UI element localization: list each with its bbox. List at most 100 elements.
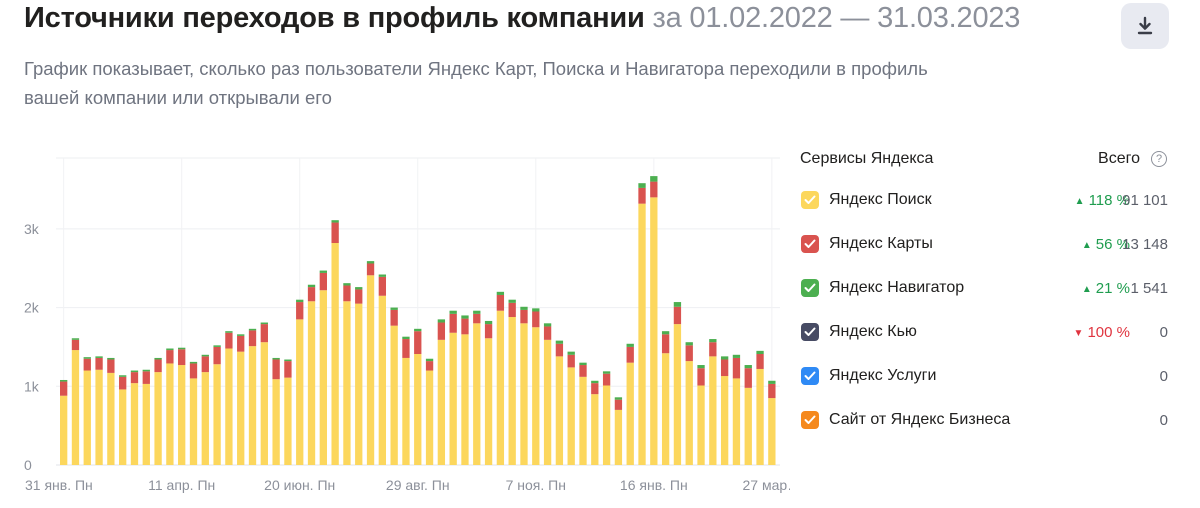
legend-item[interactable]: Яндекс Навигатор ▲ 21 % 1 541 (800, 279, 1175, 323)
bar-segment (260, 324, 268, 343)
bar-segment (142, 383, 150, 465)
bar-segment (638, 203, 646, 465)
bar-segment (720, 376, 729, 465)
help-icon[interactable]: ? (1151, 151, 1167, 167)
bar-segment (366, 275, 375, 465)
legend-item-total: 91 101 (1122, 192, 1168, 209)
legend-checkbox[interactable] (801, 235, 819, 253)
bar-segment (720, 356, 729, 360)
bar-segment (71, 338, 80, 340)
bar-segment (272, 379, 280, 465)
x-tick-label: 7 ноя. Пн (506, 477, 566, 493)
bar-segment (414, 354, 422, 465)
bar-segment (201, 356, 209, 373)
bar-segment (107, 357, 115, 360)
bar-segment (331, 220, 339, 223)
bar-segment (650, 197, 658, 465)
legend-item-total: 1 541 (1130, 280, 1168, 297)
bar-segment (225, 331, 233, 333)
bar-segment (260, 342, 268, 465)
bar-segment (661, 334, 670, 354)
legend-item[interactable]: Сайт от Яндекс Бизнеса 0 (800, 411, 1175, 455)
bar-segment (768, 398, 776, 465)
legend-item-label: Яндекс Кью (829, 323, 917, 340)
legend-item-change-value: 100 % (1087, 324, 1130, 341)
legend-checkbox[interactable] (801, 191, 819, 209)
stacked-bar-chart: 0 1k 2k 3k 31 янв. Пн 11 апр. Пн 20 июн. Пн 29 … (24, 157, 790, 493)
bar-segment (284, 359, 292, 362)
bar-segment (425, 361, 434, 371)
legend-checkbox[interactable] (801, 411, 819, 429)
bar-segment (331, 243, 339, 465)
bar-segment (130, 383, 139, 465)
bar-segment (71, 350, 80, 465)
bar-segment (71, 339, 80, 351)
bar-segment (189, 363, 198, 379)
bar-segment (307, 287, 316, 302)
bar-segment (602, 373, 611, 386)
bar-segment (343, 285, 351, 302)
bar-segment (496, 310, 505, 465)
legend-item[interactable]: Яндекс Кью ▼ 100 % 0 (800, 323, 1175, 367)
bar-segment (402, 336, 410, 340)
bar-segment (614, 397, 623, 400)
bar-segment (685, 342, 693, 346)
bar-segment (744, 365, 752, 369)
bar-segment (673, 306, 682, 325)
bar-segment (284, 361, 292, 378)
bar-segment (484, 324, 493, 339)
bar-segment (260, 322, 268, 325)
bar-segment (520, 306, 528, 310)
bar-segment (390, 309, 398, 326)
legend-item[interactable]: Яндекс Поиск ▲ 118 % 91 101 (800, 191, 1175, 235)
bar-segment (673, 324, 682, 465)
bar-segment (402, 339, 410, 358)
bar-segment (591, 380, 599, 384)
bar-segment (756, 350, 764, 355)
legend-checkbox[interactable] (801, 323, 819, 341)
bar-segment (119, 375, 127, 377)
legend-checkbox[interactable] (801, 367, 819, 385)
legend-item[interactable]: Яндекс Карты ▲ 56 % 13 148 (800, 235, 1175, 279)
bar-segment (83, 358, 91, 371)
legend-rows: Яндекс Поиск ▲ 118 % 91 101 Яндекс Карты ▲ 56 … (800, 191, 1175, 455)
bar-segment (355, 303, 363, 465)
bar-segment (284, 377, 292, 465)
x-tick-label: 20 июн. Пн (264, 477, 335, 493)
bar-segment (484, 320, 493, 325)
legend-checkbox[interactable] (801, 279, 819, 297)
bar-segment (331, 222, 339, 244)
arrow-up-icon: ▲ (1081, 284, 1092, 295)
bar-segment (638, 187, 646, 204)
bar-segment (319, 270, 327, 273)
bar-segment (626, 346, 634, 363)
check-icon (804, 239, 816, 248)
legend-item[interactable]: Яндекс Услуги 0 (800, 367, 1175, 411)
bar-segment (473, 313, 481, 324)
x-tick-label: 16 янв. Пн (620, 477, 688, 493)
download-button[interactable] (1121, 3, 1169, 49)
bar-segment (437, 322, 446, 340)
legend-item-label: Яндекс Навигатор (829, 279, 965, 296)
legend-item-label: Яндекс Карты (829, 235, 933, 252)
bar-segment (626, 343, 634, 347)
bar-segment (437, 319, 446, 323)
bar-segment (579, 376, 587, 465)
bar-segment (355, 289, 363, 304)
check-icon (804, 283, 816, 292)
bar-segment (130, 370, 139, 373)
bar-segment (237, 334, 245, 336)
bar-segment (697, 385, 705, 465)
legend-item-change: ▲ 21 % (1082, 280, 1130, 297)
bar-segment (378, 295, 387, 465)
title-period: за 01.02.2022 — 31.03.2023 (652, 2, 1021, 34)
bar-segment (189, 378, 198, 465)
bar-segment (720, 359, 729, 377)
bar-segment (650, 181, 658, 198)
legend-header: Сервисы Яндекса Всего ? (800, 148, 1175, 172)
bar-segment (201, 354, 209, 357)
x-tick-label: 11 апр. Пн (148, 477, 215, 493)
page-title: Источники переходов в профиль компании з… (24, 2, 1020, 35)
legend-item-label: Сайт от Яндекс Бизнеса (829, 411, 1011, 428)
bar-segment (60, 381, 68, 396)
